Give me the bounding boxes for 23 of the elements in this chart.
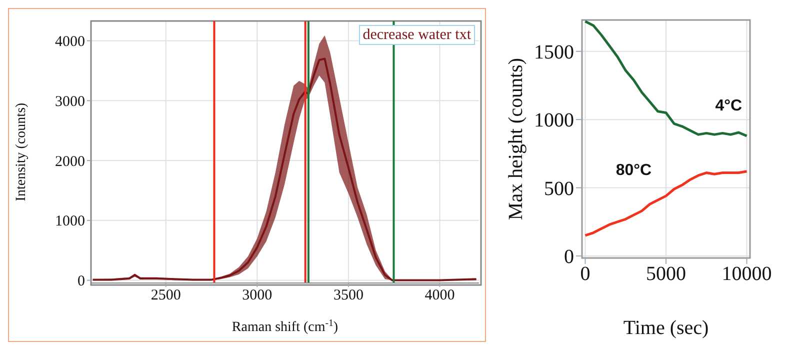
x-tick-label: 0	[580, 263, 590, 286]
y-tick-label: 500	[544, 178, 574, 200]
y-tick-label: 1000	[534, 110, 574, 132]
x-tick-label: 10000	[722, 263, 772, 286]
x-axis-title: Time (sec)	[623, 317, 709, 339]
y-axis-title: Intensity (counts)	[14, 102, 29, 202]
series-label: 80°C	[616, 162, 652, 180]
y-tick-label: 2000	[55, 154, 85, 170]
y-tick-label: 3000	[55, 94, 85, 110]
line-series	[584, 20, 748, 138]
x-tick-label: 3000	[242, 288, 272, 304]
x-axis-title: Raman shift (cm$^{-1}$)	[232, 318, 338, 335]
y-axis-title: Max height (counts)	[505, 58, 527, 220]
x-tick-label: 5000	[646, 263, 686, 286]
y-tick-label: 4000	[55, 34, 85, 50]
x-tick-label: 3500	[333, 288, 364, 304]
series-label: 4°C	[715, 98, 743, 115]
x-tick-label: 4000	[424, 288, 455, 304]
y-tick-label: 1000	[55, 214, 85, 230]
x-tick-label: 2500	[150, 288, 181, 304]
annotation: decrease water txt	[358, 25, 475, 45]
y-tick-label: 0	[564, 246, 574, 268]
y-tick-label: 1500	[534, 41, 574, 64]
